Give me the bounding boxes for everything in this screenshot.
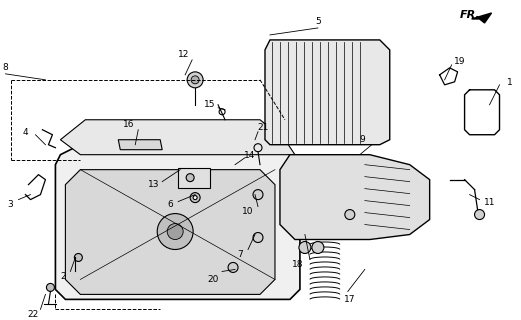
Circle shape	[157, 213, 193, 250]
Text: 5: 5	[315, 18, 321, 27]
Polygon shape	[118, 140, 162, 150]
Circle shape	[167, 224, 183, 239]
Text: 11: 11	[484, 198, 495, 207]
Circle shape	[312, 242, 324, 253]
Text: 16: 16	[122, 120, 134, 129]
Polygon shape	[60, 120, 295, 155]
Circle shape	[219, 109, 225, 115]
Text: 22: 22	[28, 310, 39, 319]
Circle shape	[253, 190, 263, 200]
Circle shape	[228, 262, 238, 272]
Polygon shape	[265, 40, 390, 145]
Circle shape	[193, 196, 197, 200]
Text: 18: 18	[292, 260, 304, 269]
Text: 6: 6	[167, 200, 173, 209]
Circle shape	[253, 233, 263, 243]
Text: 1: 1	[506, 78, 512, 87]
Circle shape	[190, 193, 200, 203]
Circle shape	[46, 284, 54, 292]
Circle shape	[187, 72, 203, 88]
Circle shape	[191, 76, 199, 84]
Polygon shape	[66, 170, 275, 294]
Text: 12: 12	[178, 50, 189, 60]
Text: 4: 4	[23, 128, 28, 137]
Circle shape	[186, 174, 194, 182]
Text: 14: 14	[244, 151, 256, 160]
Text: 7: 7	[237, 250, 243, 259]
Text: 13: 13	[147, 180, 159, 189]
Text: 21: 21	[257, 123, 269, 132]
Text: 8: 8	[3, 63, 8, 72]
Text: 9: 9	[359, 135, 365, 144]
Text: 20: 20	[207, 275, 219, 284]
Text: 15: 15	[204, 100, 216, 109]
Polygon shape	[55, 145, 300, 300]
Text: 3: 3	[8, 200, 14, 209]
Polygon shape	[178, 168, 210, 188]
Text: FR.: FR.	[460, 10, 480, 20]
Circle shape	[345, 210, 355, 220]
Text: 17: 17	[344, 295, 355, 304]
Circle shape	[75, 253, 82, 261]
Text: 19: 19	[454, 57, 465, 66]
Polygon shape	[472, 13, 491, 23]
Circle shape	[475, 210, 485, 220]
Text: 10: 10	[242, 207, 254, 216]
Text: 2: 2	[60, 272, 66, 281]
Circle shape	[299, 242, 311, 253]
Polygon shape	[280, 155, 430, 239]
